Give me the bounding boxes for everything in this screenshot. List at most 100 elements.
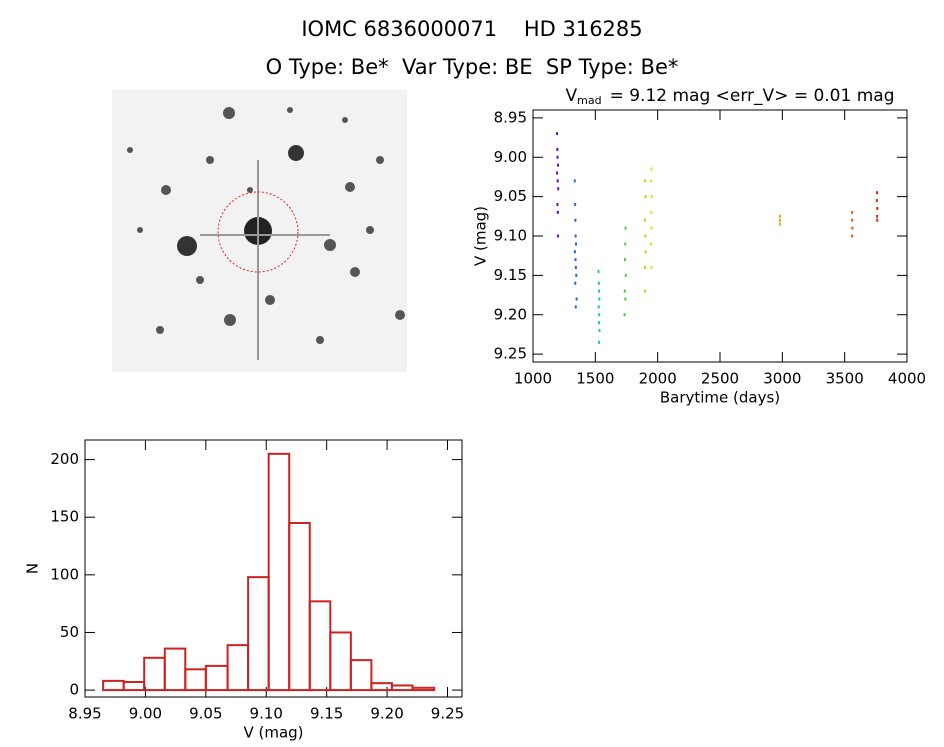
x-tick-label: 9.10	[250, 705, 283, 723]
data-point	[574, 266, 577, 269]
data-point	[574, 234, 577, 238]
data-point	[851, 218, 854, 222]
data-point	[574, 281, 577, 285]
star-image	[112, 90, 407, 372]
data-point	[644, 289, 647, 293]
stars	[127, 107, 405, 344]
histogram-bar	[288, 521, 311, 692]
histogram-bar	[349, 659, 373, 692]
data-point	[556, 147, 559, 151]
data-point	[876, 206, 879, 210]
data-point	[598, 297, 601, 301]
data-point	[598, 313, 601, 317]
title-subscript: mad	[577, 94, 601, 107]
y-tick-label: 9.25	[494, 345, 527, 363]
page-title: IOMC 6836000071 HD 316285	[301, 17, 642, 41]
x-axis-label: V (mag)	[243, 724, 303, 742]
data-point	[598, 329, 601, 332]
data-point	[644, 234, 647, 238]
histogram-bar	[163, 647, 187, 692]
histogram-bar	[143, 656, 166, 692]
data-point	[624, 242, 627, 246]
data-point	[644, 250, 647, 254]
x-tick-label: 9.20	[370, 705, 403, 723]
data-point	[597, 321, 600, 325]
data-point	[851, 226, 854, 230]
histogram-bar	[102, 679, 125, 692]
y-tick-label: 8.95	[494, 108, 527, 126]
data-point	[575, 242, 578, 246]
data-point	[624, 226, 627, 230]
histogram-bar	[226, 644, 250, 692]
data-point	[650, 266, 653, 269]
data-point	[650, 167, 653, 171]
title-part: = 9.12 mag <err_V> = 0.01 mag	[610, 86, 895, 106]
x-tick-label: 9.00	[129, 705, 162, 723]
target-circle	[217, 191, 299, 273]
data-point	[575, 297, 578, 301]
data-point	[573, 250, 576, 254]
data-point	[556, 210, 559, 214]
histogram-bar	[122, 681, 146, 692]
data-point	[650, 242, 653, 246]
y-tick-label: 9.00	[494, 148, 527, 166]
data-point	[573, 179, 576, 183]
data-point	[643, 218, 646, 222]
data-point	[851, 234, 854, 238]
data-point	[778, 218, 781, 222]
data-point	[555, 132, 558, 136]
x-tick-label: 4000	[888, 370, 926, 388]
data-point	[557, 234, 560, 238]
x-tick-label: 2500	[701, 370, 739, 388]
data-point	[778, 214, 781, 218]
data-point	[778, 222, 781, 226]
data-point	[597, 281, 600, 285]
data-point	[574, 305, 577, 309]
data-point	[597, 269, 600, 273]
histogram-bar	[308, 600, 332, 692]
data-point	[624, 258, 627, 262]
data-point	[575, 273, 578, 277]
y-axis-label: N	[24, 563, 42, 574]
x-axis-label: Barytime (days)	[660, 389, 780, 407]
data-point	[623, 313, 626, 317]
data-point	[557, 187, 560, 191]
data-point	[624, 273, 627, 277]
histogram-bar	[204, 664, 229, 692]
y-tick-label: 9.15	[494, 266, 527, 284]
data-point	[875, 199, 878, 203]
data-point	[650, 195, 653, 199]
data-point	[574, 218, 577, 222]
title-part: V	[565, 86, 577, 106]
histogram-bar	[184, 668, 207, 692]
x-tick-label: 8.95	[68, 705, 101, 723]
y-tick-label: 9.20	[494, 305, 527, 323]
data-point	[623, 289, 626, 293]
x-tick-label: 9.05	[189, 705, 222, 723]
histogram-bar	[390, 684, 414, 692]
y-tick-label: 100	[50, 565, 79, 583]
data-point	[851, 210, 854, 214]
data-point	[650, 210, 653, 214]
y-axis-label: V (mag)	[472, 206, 490, 266]
data-point	[644, 179, 647, 183]
data-point	[556, 203, 559, 206]
x-tick-label: 1500	[576, 370, 614, 388]
data-point	[598, 289, 601, 293]
data-point	[876, 218, 879, 222]
x-tick-label: 9.15	[310, 705, 343, 723]
x-tick-label: 9.25	[431, 705, 464, 723]
data-point	[598, 340, 601, 344]
x-tick-label: 1000	[514, 370, 552, 388]
page-subtitle: O Type: Be* Var Type: BE SP Type: Be*	[266, 55, 679, 79]
data-point	[644, 266, 647, 269]
x-tick-label: 2000	[639, 370, 677, 388]
x-tick-label: 3500	[826, 370, 864, 388]
data-point	[624, 297, 627, 301]
data-point	[574, 203, 577, 206]
data-point	[556, 163, 559, 167]
data-point	[650, 226, 653, 230]
data-point	[597, 305, 600, 309]
plot-frame	[532, 109, 908, 363]
